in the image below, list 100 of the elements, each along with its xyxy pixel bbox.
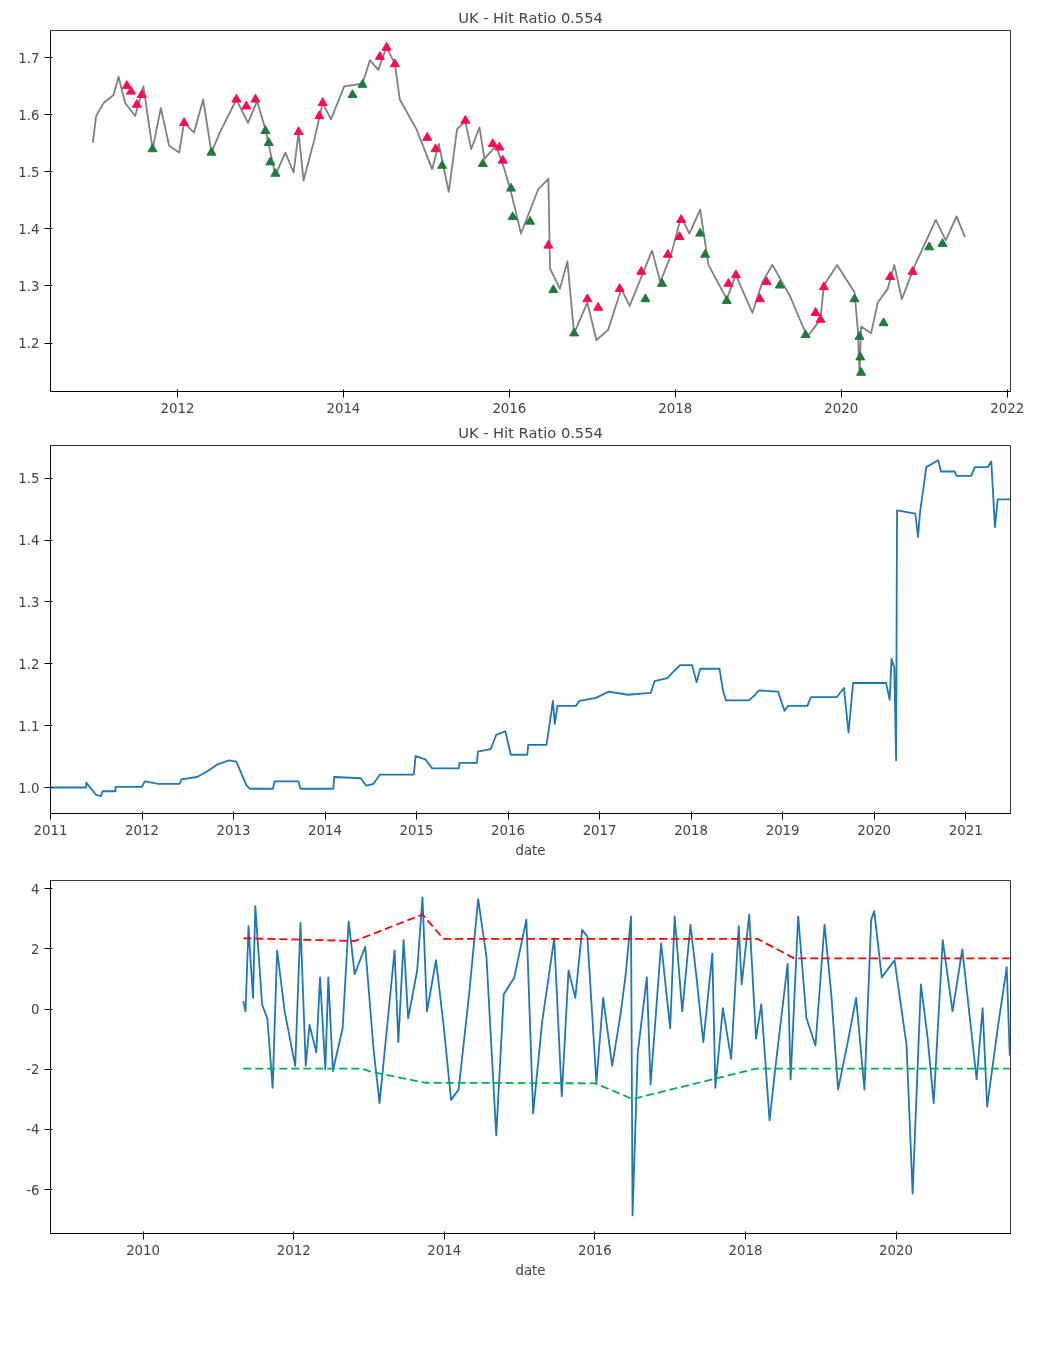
- x-tick-label: 2018: [658, 400, 693, 416]
- point: [497, 154, 508, 164]
- y-tick-label: 1.1: [18, 718, 40, 734]
- point: [260, 125, 271, 134]
- point: [815, 313, 826, 323]
- chart-title: UK - Hit Ratio 0.554: [458, 423, 603, 441]
- point: [347, 89, 358, 99]
- point: [270, 167, 281, 177]
- point: [878, 317, 889, 327]
- x-tick-label: 2014: [326, 400, 361, 416]
- x-tick-label: 2011: [33, 822, 68, 838]
- y-tick-label: 1.2: [18, 656, 40, 672]
- x-tick-label: 2014: [427, 1242, 462, 1258]
- y-tick-label: 1.4: [18, 533, 40, 549]
- y-tick-label: 1.7: [18, 50, 40, 66]
- point: [460, 114, 471, 124]
- x-tick-label: 2020: [857, 822, 892, 838]
- point: [657, 278, 668, 287]
- y-tick-label: 1.5: [18, 164, 40, 180]
- point: [721, 295, 732, 304]
- x-tick-label: 2012: [160, 400, 195, 416]
- point: [125, 85, 136, 95]
- point: [849, 293, 860, 303]
- x-tick-label: 2017: [582, 822, 617, 838]
- point: [506, 182, 516, 192]
- point: [907, 266, 918, 275]
- point: [885, 271, 896, 280]
- point: [121, 80, 132, 89]
- point: [548, 284, 559, 294]
- point: [855, 351, 866, 361]
- x-tick-label: 2021: [948, 822, 983, 838]
- y-tick-label: 0: [31, 1002, 40, 1017]
- point: [374, 51, 385, 60]
- x-tick-label: 2010: [126, 1242, 161, 1258]
- point: [422, 132, 433, 141]
- point: [494, 141, 505, 151]
- point: [800, 329, 811, 339]
- y-tick-label: -2: [26, 1062, 40, 1078]
- point: [700, 248, 711, 258]
- y-tick-label: 4: [31, 881, 40, 897]
- point: [437, 159, 448, 169]
- chart-title: UK - Hit Ratio 0.554: [458, 8, 603, 26]
- x-tick-label: 2016: [492, 400, 527, 416]
- point: [389, 58, 400, 68]
- x-tick-label: 2020: [879, 1242, 914, 1258]
- line-series: [50, 459, 1011, 798]
- x-tick-label: 2014: [308, 822, 343, 838]
- x-tick-label: 2015: [399, 822, 434, 838]
- y-tick-label: -6: [26, 1182, 40, 1198]
- point: [265, 156, 276, 166]
- point: [314, 110, 325, 120]
- x-axis-title: date: [515, 1262, 546, 1278]
- x-tick-label: 2013: [216, 822, 251, 838]
- point: [147, 143, 158, 153]
- x-tick-label: 2022: [990, 400, 1025, 416]
- point: [593, 301, 604, 311]
- point: [723, 278, 734, 287]
- point: [179, 117, 190, 126]
- x-tick-label: 2019: [765, 822, 800, 838]
- point: [507, 211, 518, 221]
- x-tick-label: 2020: [824, 400, 859, 416]
- point: [131, 98, 142, 108]
- point: [662, 248, 673, 258]
- point: [381, 41, 392, 51]
- y-tick-label: 1.4: [18, 221, 40, 237]
- x-tick-label: 2012: [125, 822, 159, 838]
- point: [569, 327, 580, 337]
- point: [856, 366, 867, 376]
- point: [761, 276, 772, 286]
- y-tick-label: 1.3: [18, 594, 40, 610]
- point: [293, 126, 304, 136]
- x-tick-label: 2016: [491, 822, 526, 838]
- point: [357, 78, 368, 88]
- point: [582, 293, 593, 303]
- point: [614, 283, 625, 292]
- x-tick-label: 2018: [728, 1242, 763, 1258]
- point: [487, 138, 498, 148]
- point: [477, 158, 488, 168]
- y-tick-label: 1.0: [18, 780, 40, 796]
- y-tick-label: 1.6: [18, 107, 40, 123]
- point: [674, 231, 685, 241]
- x-tick-label: 2018: [674, 822, 709, 838]
- y-tick-label: -4: [26, 1122, 40, 1138]
- line-series: [242, 896, 1011, 1217]
- point: [525, 215, 536, 225]
- x-tick-label: 2012: [276, 1242, 311, 1258]
- point: [136, 89, 147, 99]
- point: [231, 93, 242, 103]
- point: [818, 281, 829, 291]
- point: [241, 100, 252, 110]
- point: [774, 279, 785, 289]
- point: [754, 293, 765, 303]
- y-tick-label: 1.5: [18, 471, 40, 487]
- point: [676, 214, 687, 223]
- point: [430, 143, 441, 153]
- line-series: [242, 1067, 1011, 1100]
- y-tick-label: 2: [31, 941, 40, 957]
- point: [640, 293, 651, 303]
- point: [250, 93, 261, 103]
- point: [206, 146, 217, 156]
